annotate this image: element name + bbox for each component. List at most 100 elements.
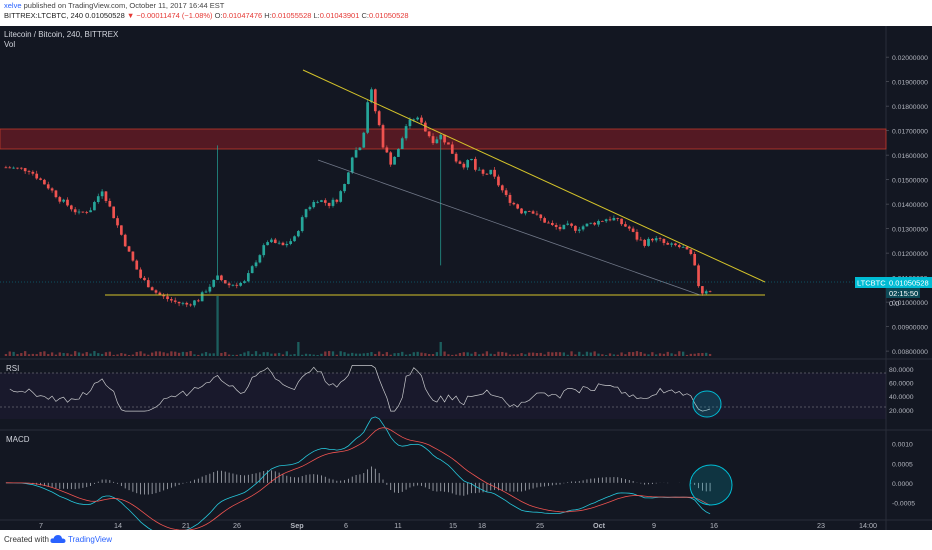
volume-bar	[689, 353, 692, 356]
volume-bar	[112, 354, 115, 356]
volume-bar	[274, 353, 277, 356]
volume-bar	[77, 352, 81, 356]
volume-bar	[447, 354, 450, 356]
volume-bar	[147, 354, 150, 356]
volume-bar	[227, 354, 231, 356]
candle-body	[4, 167, 8, 169]
candle-body	[608, 219, 612, 221]
low-label: L:	[313, 11, 320, 20]
volume-bar	[358, 353, 362, 356]
volume-bar	[416, 351, 419, 356]
volume-bar	[558, 352, 562, 356]
candle-body	[270, 239, 273, 243]
volume-bar	[193, 354, 196, 356]
volume-bar	[81, 353, 85, 356]
candle-body	[250, 266, 254, 274]
candle-body	[612, 217, 616, 221]
candle-body	[597, 220, 600, 225]
candle-body	[277, 242, 281, 244]
volume-bar	[547, 351, 550, 356]
time-tick-label: 15	[449, 521, 457, 530]
candle-body	[12, 167, 15, 169]
price-tick-label: 0.01200000	[892, 251, 928, 258]
price-tick-label: 0.01400000	[892, 202, 928, 209]
candle-body	[19, 167, 23, 169]
volume-bar	[589, 352, 592, 356]
price-axis: 0.02000000 0.01900000 0.01800000 0.01700000…	[886, 55, 928, 356]
candle-body	[574, 225, 577, 231]
volume-bar	[435, 352, 439, 356]
volume-bar	[504, 352, 508, 356]
volume-bar	[470, 353, 473, 356]
candle-body	[435, 139, 439, 144]
price-tick-label: 0.01900000	[892, 80, 928, 87]
volume-bar	[401, 351, 404, 356]
volume-bar	[708, 353, 712, 356]
candle-body	[293, 236, 296, 242]
volume-bar	[27, 354, 31, 356]
candle-body	[554, 225, 558, 227]
candle-body	[466, 160, 470, 168]
volume-bar	[408, 354, 412, 356]
candle-body	[139, 269, 142, 278]
candle-body	[412, 119, 416, 121]
volume-bar	[389, 354, 392, 356]
candle-body	[470, 158, 473, 161]
candle-body	[439, 134, 443, 140]
volume-bar	[262, 352, 265, 356]
volume-bar	[243, 352, 246, 356]
volume-bar	[681, 351, 685, 356]
volume-bar	[131, 354, 135, 356]
volume-bar	[628, 351, 631, 356]
candle-body	[362, 132, 366, 148]
time-tick-label: 16	[710, 521, 718, 530]
volume-bar	[639, 351, 642, 356]
volume-bar	[58, 352, 61, 356]
volume-bar	[520, 353, 523, 356]
volume-bar	[674, 354, 677, 356]
candle-body	[585, 223, 589, 227]
volume-bar	[385, 352, 389, 356]
candle-body	[639, 239, 643, 241]
candle-body	[239, 282, 242, 286]
candle-body	[185, 302, 189, 305]
macd-tick-label: 0.0005	[892, 461, 913, 468]
time-tick-label: 6	[344, 521, 348, 530]
high-value: 0.01055528	[271, 11, 312, 20]
candle-body	[416, 117, 419, 120]
tradingview-link[interactable]: TradingView	[68, 535, 113, 544]
volume-bar	[489, 353, 492, 356]
candle-body	[150, 287, 154, 291]
volume-bar	[331, 351, 335, 356]
chart-title: Litecoin / Bitcoin, 240, BITTREX	[4, 30, 119, 39]
volume-bar	[662, 353, 666, 356]
volume-bar	[354, 353, 358, 356]
volume-bar	[601, 354, 604, 356]
candle-body	[243, 281, 246, 283]
volume-bar	[543, 354, 546, 356]
candle-body	[400, 138, 404, 150]
volume-bar	[181, 351, 185, 356]
volume-bar	[651, 352, 654, 356]
high-label: H:	[264, 11, 272, 20]
volume-bar	[189, 351, 192, 356]
close-label: C:	[361, 11, 369, 20]
candle-body	[497, 176, 500, 186]
author-link[interactable]: xelve	[4, 1, 22, 10]
close-value: 0.01050528	[368, 11, 409, 20]
candle-body	[447, 142, 450, 145]
time-axis: 7 14 21 26 Sep 6 11 15 18 25 Oct 9 16 23 14:00	[39, 521, 877, 530]
candle-body	[69, 205, 73, 210]
volume-bar	[612, 354, 616, 356]
candle-body	[166, 296, 169, 300]
volume-bar	[616, 354, 619, 356]
volume-bar	[339, 351, 342, 356]
candle-body	[262, 245, 266, 256]
candle-body	[670, 243, 673, 245]
candle-body	[93, 202, 96, 211]
volume-bar	[462, 352, 465, 356]
open-value: 0.01047476	[222, 11, 263, 20]
chart-area[interactable]: Litecoin / Bitcoin, 240, BITTREX Vol 0.0…	[0, 26, 932, 535]
chart-svg[interactable]: Litecoin / Bitcoin, 240, BITTREX Vol 0.0…	[0, 26, 932, 535]
candle-body	[397, 149, 400, 157]
